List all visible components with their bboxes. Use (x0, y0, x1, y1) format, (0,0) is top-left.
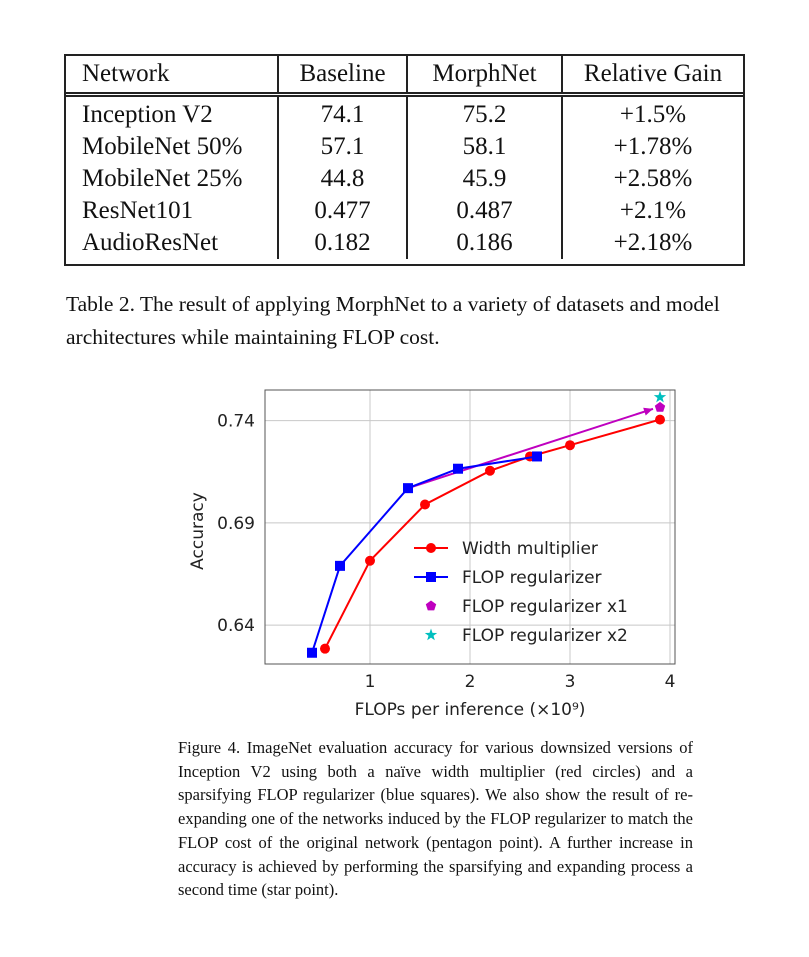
table-row: ResNet101 0.477 0.487 +2.1% (66, 195, 743, 227)
table-cell: 0.182 (277, 227, 407, 259)
legend-marker (426, 572, 436, 582)
data-point-series-2 (532, 451, 542, 462)
data-point-series-1 (365, 555, 375, 566)
table-cell: 58.1 (406, 131, 562, 163)
expansion-path-arrowhead (643, 407, 653, 416)
table-cell: MobileNet 50% (82, 133, 243, 160)
table-caption: Table 2. The result of applying MorphNet… (66, 292, 720, 349)
plot-frame (264, 389, 676, 665)
table-header-cell: MorphNet (406, 56, 562, 95)
x-tick-label: 4 (665, 672, 676, 692)
accuracy-vs-flops-chart: 1 2 3 4 0.64 0.69 0.74 FLOPs per inference (×10… (188, 389, 676, 720)
table-cell: +2.18% (561, 227, 743, 259)
table-cell: 75.2 (406, 94, 562, 131)
table-cell: +2.1% (561, 195, 743, 227)
legend-entry-label: FLOP regularizer (462, 568, 602, 588)
table-header-cell: Network (82, 60, 170, 87)
table-cell: 0.186 (406, 227, 562, 259)
table-cell: ResNet101 (82, 197, 194, 224)
table-row: AudioResNet 0.182 0.186 +2.18% (66, 227, 743, 259)
x-tick-label: 3 (565, 672, 576, 692)
data-point-series-1 (320, 643, 330, 654)
table-cell: Inception V2 (82, 101, 213, 128)
results-table-grid: Network Baseline MorphNet Relative Gain … (66, 56, 743, 259)
table-cell: 45.9 (406, 163, 562, 195)
table-row: MobileNet 25% 44.8 45.9 +2.58% (66, 163, 743, 195)
x-axis-label: FLOPs per inference (×10⁹) (355, 700, 586, 720)
results-table: Network Baseline MorphNet Relative Gain … (64, 54, 745, 266)
table-cell: MobileNet 25% (82, 165, 243, 192)
y-tick-label: 0.64 (217, 616, 255, 636)
data-point-series-4 (653, 390, 667, 403)
legend-marker (426, 543, 436, 553)
table-row: MobileNet 50% 57.1 58.1 +1.78% (66, 131, 743, 163)
data-point-series-1 (485, 465, 495, 476)
table-cell: +1.5% (561, 94, 743, 131)
table-header-row: Network Baseline MorphNet Relative Gain (66, 56, 743, 95)
x-tick-label: 1 (365, 672, 376, 692)
y-tick-label: 0.74 (217, 412, 255, 432)
chart-axes: 1 2 3 4 0.64 0.69 0.74 FLOPs per inference (×10… (188, 389, 676, 720)
y-tick-label: 0.69 (217, 514, 255, 534)
legend-entry-label: FLOP regularizer x1 (462, 597, 628, 617)
figure-caption: Figure 4. ImageNet evaluation accuracy f… (178, 738, 693, 900)
data-point-series-2 (453, 463, 463, 474)
table-cell: 0.477 (277, 195, 407, 227)
legend-marker (425, 600, 437, 611)
data-point-series-2 (335, 560, 345, 571)
table-cell: 0.487 (406, 195, 562, 227)
table-cell: AudioResNet (82, 229, 219, 256)
legend-entry-label: Width multiplier (462, 539, 598, 559)
legend-entry-label: FLOP regularizer x2 (462, 626, 628, 646)
data-point-series-3 (654, 401, 666, 412)
grid-lines (265, 390, 675, 664)
expansion-path-line (407, 407, 654, 490)
chart-series (307, 390, 667, 658)
table-header-cell: Baseline (277, 56, 407, 95)
table-cell: 74.1 (277, 94, 407, 131)
legend-marker (424, 628, 438, 641)
table-cell: 44.8 (277, 163, 407, 195)
data-point-series-1 (565, 440, 575, 451)
chart-legend: Width multiplier FLOP regularizer FLOP reg… (414, 539, 628, 646)
data-point-series-1 (655, 414, 665, 425)
table-row: Inception V2 74.1 75.2 +1.5% (66, 94, 743, 131)
data-point-series-2 (307, 647, 317, 658)
x-tick-label: 2 (465, 672, 476, 692)
y-axis-label: Accuracy (188, 492, 208, 570)
table-cell: +1.78% (561, 131, 743, 163)
table-header-cell: Relative Gain (561, 56, 743, 95)
data-point-series-2 (403, 483, 413, 494)
table-cell: +2.58% (561, 163, 743, 195)
table-cell: 57.1 (277, 131, 407, 163)
data-point-series-1 (420, 499, 430, 510)
